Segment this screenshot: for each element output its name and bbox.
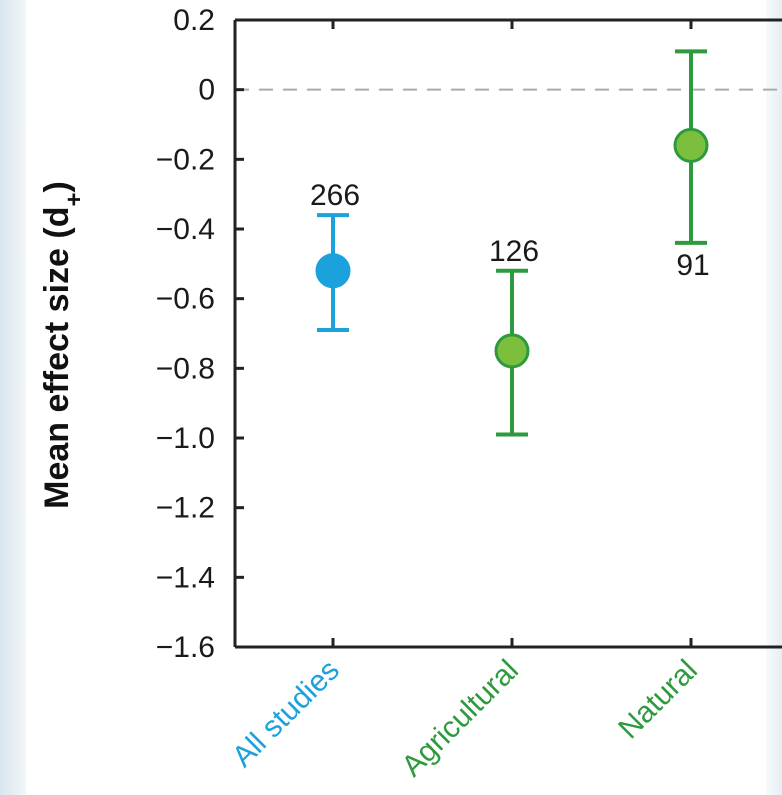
y-tick-label: −1.2 xyxy=(156,492,215,525)
y-tick-label: −1.6 xyxy=(156,631,215,664)
y-tick-label: −1.0 xyxy=(156,422,215,455)
y-tick-label: −0.4 xyxy=(156,213,215,246)
y-tick-label: 0 xyxy=(198,74,215,107)
sample-size-label: 266 xyxy=(310,179,360,212)
category-label: All studies xyxy=(226,654,346,774)
y-tick-label: −0.6 xyxy=(156,283,215,316)
sample-size-label: 126 xyxy=(489,235,539,268)
mean-point xyxy=(673,127,709,163)
y-axis-label: Mean effect size (d+) xyxy=(38,181,88,509)
y-tick-label: −1.4 xyxy=(156,561,215,594)
chart-panel xyxy=(26,0,766,795)
category-label: Agricultural xyxy=(396,654,525,783)
mean-point xyxy=(315,253,351,289)
category-label: Natural xyxy=(612,654,704,746)
mean-point xyxy=(494,333,530,369)
y-tick-label: −0.8 xyxy=(156,352,215,385)
y-tick-label: 0.2 xyxy=(173,4,215,37)
y-tick-label: −0.2 xyxy=(156,143,215,176)
sample-size-label: 91 xyxy=(676,249,709,282)
